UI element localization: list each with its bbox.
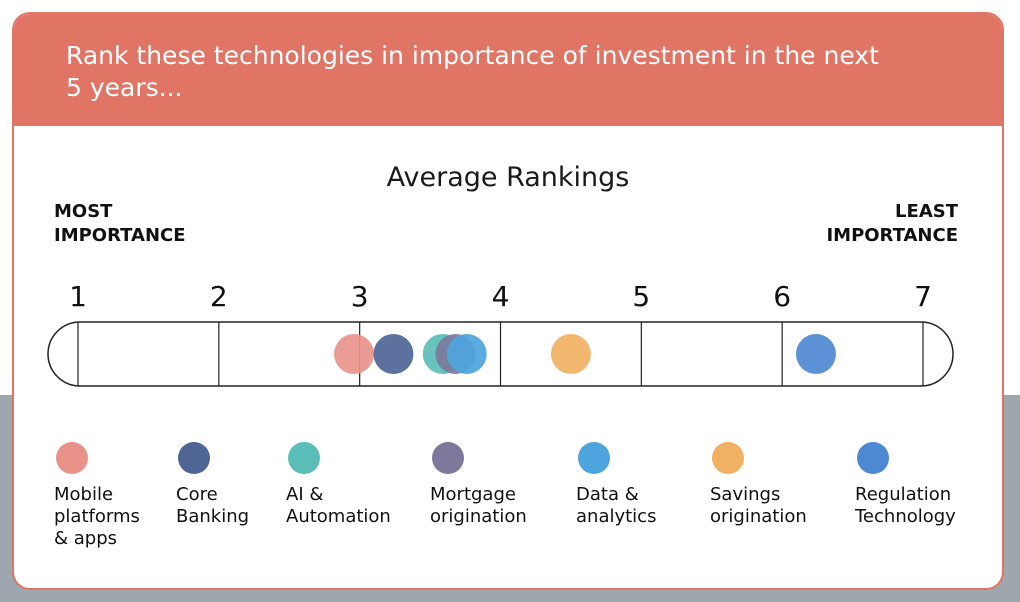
legend-item: Regulation Technology xyxy=(855,442,956,528)
legend-item: AI & Automation xyxy=(286,442,391,528)
ranking-dot: Core Banking xyxy=(373,334,414,374)
tick-label: 4 xyxy=(492,280,510,313)
chart-legend: Mobile platforms & apps Core Banking AI & … xyxy=(14,442,1002,582)
legend-label: Data & analytics xyxy=(576,484,657,527)
legend-label: Core Banking xyxy=(176,484,250,527)
circle-icon xyxy=(288,442,320,474)
survey-card: Rank these technologies in importance of… xyxy=(12,12,1004,590)
ranking-dot: Regulation Technology xyxy=(795,334,836,374)
circle-icon xyxy=(857,442,889,474)
legend-label: AI & Automation xyxy=(286,484,391,527)
most-importance-label: MOST IMPORTANCE xyxy=(54,201,186,246)
legend-item: Core Banking xyxy=(176,442,249,528)
least-importance-label: LEAST IMPORTANCE xyxy=(826,201,958,246)
ranking-dot: Savings origination xyxy=(550,334,591,374)
ranking-dot: Data & analytics xyxy=(446,334,487,374)
circle-icon xyxy=(178,442,210,474)
circle-icon xyxy=(56,442,88,474)
circle-icon xyxy=(712,442,744,474)
legend-item: Savings origination xyxy=(710,442,807,528)
legend-label: Mortgage origination xyxy=(430,484,527,527)
legend-label: Savings origination xyxy=(710,484,807,527)
chart-title: Average Rankings xyxy=(386,162,630,193)
tick-label: 2 xyxy=(210,280,228,313)
tick-label: 5 xyxy=(632,280,650,313)
legend-item: Mobile platforms & apps xyxy=(54,442,140,550)
question-title: Rank these technologies in importance of… xyxy=(66,41,879,102)
legend-label: Regulation Technology xyxy=(855,484,956,527)
circle-icon xyxy=(432,442,464,474)
tick-label: 3 xyxy=(351,280,369,313)
legend-item: Data & analytics xyxy=(576,442,656,528)
tick-label: 1 xyxy=(69,280,87,313)
circle-icon xyxy=(578,442,610,474)
tick-label: 7 xyxy=(914,280,932,313)
card-header: Rank these technologies in importance of… xyxy=(14,14,1002,126)
ranking-dot: Mobile platforms & apps xyxy=(334,334,375,374)
tick-label: 6 xyxy=(773,280,791,313)
legend-label: Mobile platforms & apps xyxy=(54,484,140,549)
legend-item: Mortgage origination xyxy=(430,442,527,528)
